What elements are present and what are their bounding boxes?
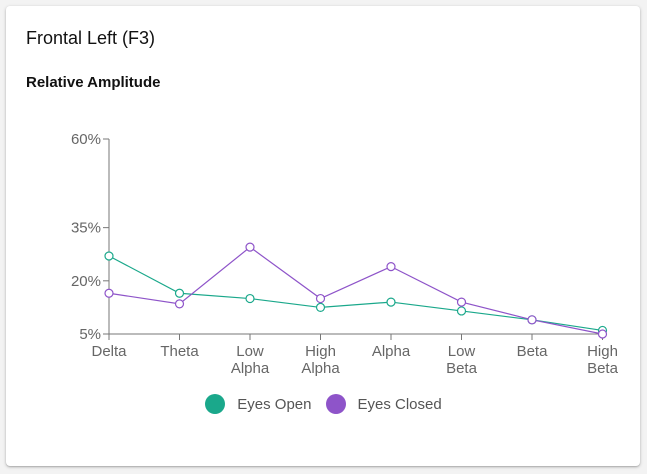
legend-item-eyes-closed[interactable]: Eyes Closed: [325, 394, 442, 414]
x-tick-label: Low Beta: [446, 343, 478, 377]
x-tick-label: Delta: [91, 343, 127, 360]
data-point-eyes-closed: [527, 315, 537, 325]
data-point-eyes-closed: [174, 299, 185, 309]
chart-subtitle: Relative Amplitude: [26, 74, 161, 91]
y-tick-label: 60%: [71, 131, 101, 148]
data-point-eyes-closed: [597, 329, 608, 339]
y-tick-label: 35%: [71, 220, 101, 237]
data-point-eyes-closed: [104, 288, 114, 298]
data-point-eyes-closed: [245, 242, 255, 252]
data-point-eyes-open: [104, 251, 114, 261]
data-point-eyes-open: [174, 288, 185, 298]
chart-ticks: 5% 20% 35% 60% Delta Theta Low Alpha High Alpha Al…: [71, 131, 619, 377]
x-tick-label: High Alpha: [301, 343, 340, 377]
data-point-eyes-open: [386, 297, 396, 307]
y-tick-label: 20%: [71, 273, 101, 290]
legend-item-eyes-open[interactable]: Eyes Open: [205, 394, 312, 414]
data-point-eyes-closed: [315, 293, 326, 304]
x-tick-label: High Beta: [587, 343, 619, 377]
chart-axes: [108, 139, 603, 335]
card-title: Frontal Left (F3): [26, 28, 156, 48]
legend-swatch-eyes-open: [205, 394, 226, 414]
chart-card: [6, 6, 640, 466]
chart-legend: Eyes Open Eyes Closed: [0, 394, 647, 414]
legend-swatch-eyes-closed: [325, 394, 346, 414]
data-point-eyes-closed: [456, 297, 467, 307]
chart-series: [104, 242, 608, 339]
x-tick-label: Low Alpha: [231, 343, 270, 377]
x-tick-label: Theta: [160, 343, 199, 360]
data-point-eyes-open: [245, 293, 255, 304]
series-line-eyes-closed: [108, 246, 603, 335]
x-tick-label: Beta: [517, 343, 549, 360]
data-point-eyes-closed: [386, 262, 396, 272]
y-tick-label: 5%: [79, 326, 101, 343]
legend-label-eyes-open: Eyes Open: [237, 395, 312, 413]
legend-label-eyes-closed: Eyes Closed: [357, 395, 442, 413]
data-point-eyes-open: [456, 306, 467, 316]
data-point-eyes-open: [315, 302, 326, 313]
x-tick-label: Alpha: [372, 343, 411, 360]
